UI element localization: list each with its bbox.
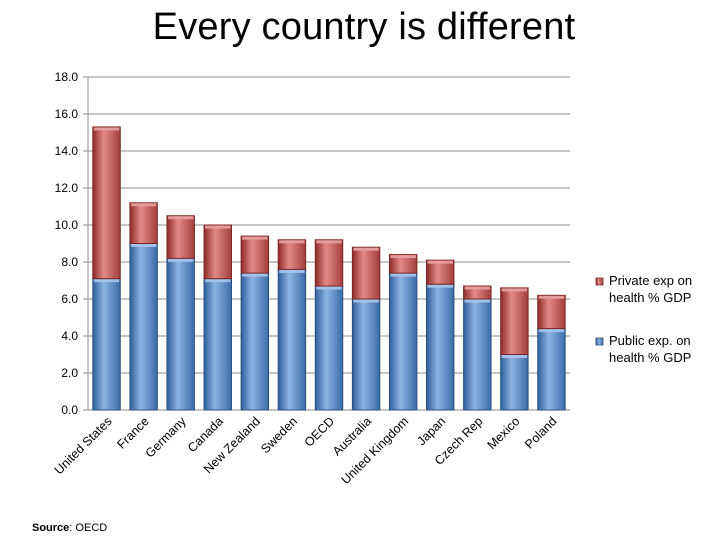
bar-bevel [93,279,120,283]
source-colon: : [69,522,76,534]
legend-public: Public exp. on health % GDP [595,333,691,365]
y-tick-label: 2.0 [61,366,78,380]
bar-private [537,294,566,330]
bar-private [203,224,232,280]
bar-bevel [130,244,157,247]
bar-public [166,257,195,411]
bar-bevel [279,269,305,273]
y-tick-label: 6.0 [61,292,78,306]
y-tick-label: 12.0 [55,181,79,195]
bar-bevel [464,286,491,290]
legend-label-line: Public exp. on [609,333,691,348]
bar-public [277,268,307,411]
bar-bevel [464,299,491,303]
bar-private [500,287,529,355]
legend-swatch [595,337,604,346]
bar-bevel [167,216,194,220]
legend-label-line: health % GDP [609,350,691,365]
x-tick-label: OECD [302,414,337,449]
bar-bevel [538,295,565,299]
x-tick-label: Sweden [258,414,300,456]
bar-public [426,283,455,411]
bar-private [166,215,195,259]
legend-label: Public exp. on health % GDP [609,333,691,365]
legend-label: Private exp on health % GDP [609,273,692,305]
bar-private [240,235,270,274]
legend-private: Private exp on health % GDP [595,273,692,305]
y-tick-label: 14.0 [55,144,79,158]
slide-title: Every country is different [152,6,576,48]
bar-bevel [242,236,268,240]
bar-bevel [353,299,379,303]
bar-private [426,259,455,285]
bar-private [129,202,158,245]
bar-private [388,254,418,274]
legend-label-line: Private exp on [609,273,692,288]
x-tick-label: Germany [143,414,190,461]
source-value: OECD [75,522,108,534]
legend-label-line: health % GDP [609,290,691,305]
x-tick-label: Mexico [485,414,523,452]
bar-bevel [390,273,416,277]
bar-bevel [538,329,565,333]
bar-bevel [316,286,342,290]
bar-public [537,328,566,411]
bar-bevel [427,284,453,288]
bar-bevel [205,279,231,283]
bar-private [277,239,307,270]
legend-swatch [595,277,604,286]
x-tick-label: United Kingdom [338,414,411,487]
bar-bevel [501,288,528,292]
bar-public [240,272,270,411]
bar-public [500,354,529,411]
bar-public [351,298,381,411]
bar-public [314,285,344,411]
bar-private [314,239,344,287]
bar-bevel [93,127,120,131]
bar-public [463,298,492,411]
bar-bevel [279,240,305,244]
bar-private [351,246,381,300]
y-tick-label: 16.0 [55,107,79,121]
bar-public [388,272,418,411]
y-tick-label: 18.0 [55,70,79,84]
bar-public [129,243,158,411]
bar-bevel [501,355,528,358]
bar-bevel [167,258,194,262]
source-label: Source [32,522,70,534]
bar-bevel [242,273,268,277]
x-tick-label: Japan [414,414,448,448]
bar-bevel [205,225,231,229]
bar-bevel [427,260,453,264]
bar-bevel [390,255,416,259]
bar-public [203,278,232,411]
bar-bevel [353,247,379,251]
x-tick-label: Poland [522,414,559,451]
bar-private [92,126,121,280]
y-tick-label: 10.0 [55,218,79,232]
x-tick-label: United States [52,414,115,477]
y-tick-label: 4.0 [61,329,78,343]
bar-bevel [316,240,342,244]
y-tick-label: 8.0 [61,255,78,269]
y-tick-label: 0.0 [61,403,78,417]
source-note: Source: OECD [32,522,107,534]
bar-bevel [130,203,157,207]
bar-public [92,278,121,411]
